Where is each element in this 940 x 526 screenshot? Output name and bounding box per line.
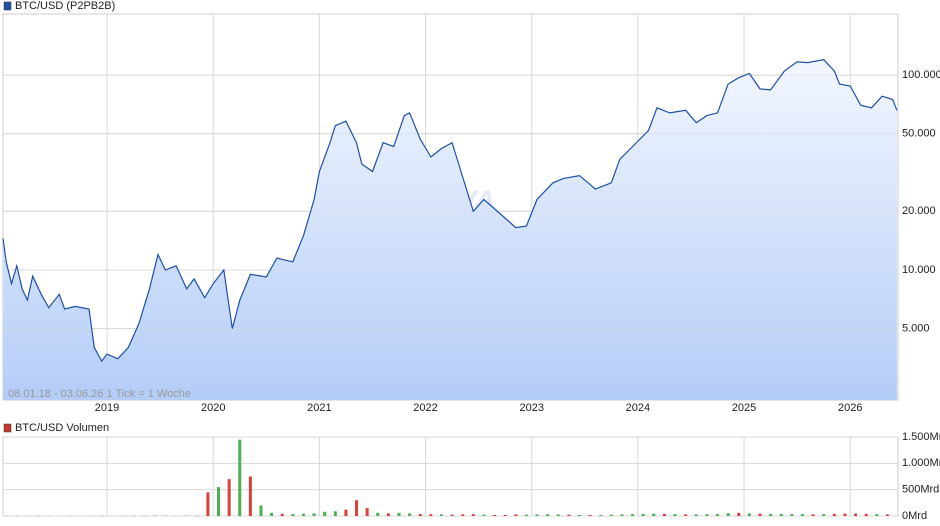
volume-bar: [758, 513, 762, 516]
plot-frame: [2, 436, 899, 517]
volume-bar: [280, 513, 284, 516]
volume-bar: [270, 512, 274, 516]
y-tick-label: 500Mrd: [902, 484, 939, 496]
x-tick-label: 2025: [732, 402, 756, 414]
volume-bar: [556, 514, 560, 516]
volume-bar: [832, 513, 836, 516]
volume-bar: [323, 511, 327, 516]
volume-bar: [514, 514, 518, 516]
y-tick-label: 20.000: [902, 205, 936, 217]
volume-bar: [599, 514, 603, 516]
volume-bar: [885, 514, 889, 516]
volume-bar: [588, 514, 592, 516]
volume-bar: [461, 514, 465, 516]
y-tick-label: 10.000: [902, 264, 936, 276]
volume-bar: [726, 513, 730, 516]
volume-bar: [418, 513, 422, 516]
y-tick-label: 100.000: [902, 69, 940, 81]
volume-bar: [609, 514, 613, 516]
volume-bar: [450, 514, 454, 516]
volume-bar: [535, 514, 539, 516]
volume-bar: [652, 513, 656, 516]
x-tick-label: 2026: [838, 402, 862, 414]
volume-bar: [684, 514, 688, 516]
x-tick-label: 2021: [307, 402, 331, 414]
volume-bar: [397, 512, 401, 516]
legend-swatch: [3, 1, 12, 11]
volume-bar: [482, 514, 486, 516]
volume-bar: [620, 514, 624, 516]
volume-bar: [248, 476, 252, 516]
y-tick-label: 1.000Mrd: [902, 457, 940, 469]
volume-bar: [503, 514, 507, 516]
volume-bar: [439, 514, 443, 516]
x-tick-label: 2023: [519, 402, 543, 414]
price-line: [2, 59, 898, 363]
volume-bar: [546, 514, 550, 516]
volume-bar: [747, 513, 751, 516]
x-tick-label: 2024: [626, 402, 650, 414]
volume-bar: [344, 509, 348, 516]
volume-bar: [769, 513, 773, 516]
volume-bar: [716, 513, 720, 516]
volume-bar: [641, 513, 645, 516]
volume-bar: [800, 514, 804, 516]
volume-bar: [577, 514, 581, 516]
volume-bar: [779, 513, 783, 516]
volume-bar: [291, 514, 295, 516]
volume-bar: [864, 513, 868, 516]
volume-bar: [493, 514, 497, 516]
volume-bar: [631, 514, 635, 516]
y-tick-label: 1.500Mrd: [902, 431, 940, 443]
y-tick-label: 0Mrd: [902, 510, 927, 522]
x-tick-label: 2020: [201, 402, 225, 414]
volume-bar: [333, 511, 337, 516]
volume-bar: [355, 500, 359, 516]
area: [3, 59, 897, 400]
volume-bar: [408, 513, 412, 516]
volume-bar: [206, 492, 210, 516]
volume-bar: [875, 514, 879, 516]
volume-bar: [524, 514, 528, 516]
legend-label: BTC/USD (P2PB2B): [15, 0, 115, 12]
volume-bar: [217, 487, 221, 516]
volume-bar: [673, 514, 677, 516]
volume-bar: [705, 514, 709, 516]
volume-bar: [386, 513, 390, 516]
volume-bar: [790, 514, 794, 516]
volume-bar: [822, 514, 826, 516]
x-tick-label: 2022: [413, 402, 437, 414]
volume-bar: [811, 514, 815, 516]
volume-bar: [843, 513, 847, 516]
volume-bar: [694, 514, 698, 516]
volume-bar: [312, 513, 316, 516]
legend-swatch: [3, 423, 12, 433]
volume-bar: [238, 439, 242, 516]
volume-bar: [854, 513, 858, 516]
volume-bar: [567, 514, 571, 516]
volume-bar: [471, 514, 475, 516]
volume-bar: [376, 512, 380, 516]
volume-bar: [737, 512, 741, 516]
volume-bar: [301, 513, 305, 516]
volume-bar: [365, 508, 369, 516]
volume-bar: [662, 513, 666, 516]
y-tick-label: 5.000: [902, 323, 930, 335]
footnote: 08.01.18 - 03.06.26 1 Tick = 1 Woche: [8, 388, 191, 400]
volume-bar: [227, 479, 231, 516]
legend-label: BTC/USD Volumen: [15, 422, 109, 434]
volume-bar: [429, 514, 433, 516]
y-tick-label: 50.000: [902, 128, 936, 140]
volume-bar: [259, 505, 263, 516]
x-tick-label: 2019: [95, 402, 119, 414]
